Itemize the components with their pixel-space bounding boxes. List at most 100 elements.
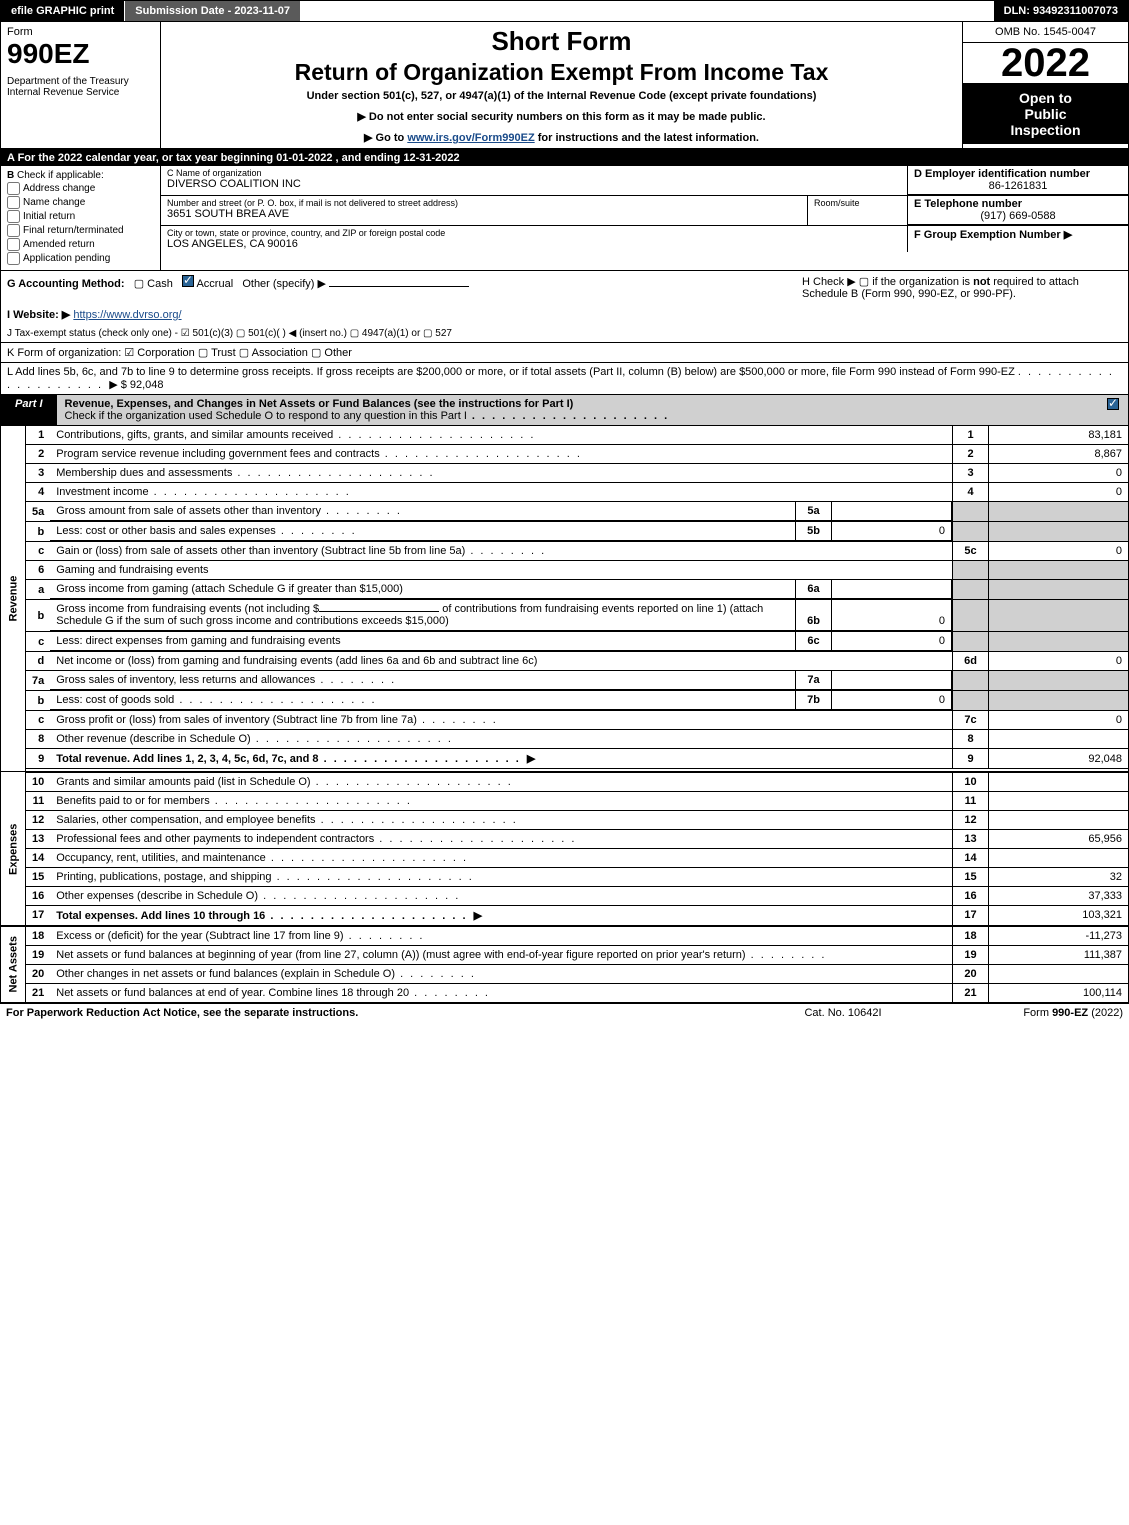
efile-print-button[interactable]: efile GRAPHIC print xyxy=(1,1,125,21)
line-6c: c Less: direct expenses from gaming and … xyxy=(1,632,1129,652)
line-18: Net Assets 18 Excess or (deficit) for th… xyxy=(1,926,1129,946)
section-a-row: A For the 2022 calendar year, or tax yea… xyxy=(0,150,1129,166)
l6d-v: 0 xyxy=(989,652,1129,671)
part-1-dots xyxy=(467,410,669,422)
line-17: 17 Total expenses. Add lines 10 through … xyxy=(1,905,1129,926)
l11-t: Benefits paid to or for members xyxy=(50,791,952,810)
city-value: LOS ANGELES, CA 90016 xyxy=(167,238,901,250)
l7b-shade xyxy=(953,691,989,711)
l5b-n: b xyxy=(26,522,51,542)
line-9: 9 Total revenue. Add lines 1, 2, 3, 4, 5… xyxy=(1,749,1129,769)
l7a-sv xyxy=(832,671,952,690)
do-not-enter-ssn: ▶ Do not enter social security numbers o… xyxy=(167,110,956,123)
section-cde: C Name of organization DIVERSO COALITION… xyxy=(161,166,1128,270)
l5c-rn: 5c xyxy=(953,542,989,561)
irs-link[interactable]: www.irs.gov/Form990EZ xyxy=(407,132,534,144)
l2-v: 8,867 xyxy=(989,445,1129,464)
l4-n: 4 xyxy=(26,483,51,502)
submission-date-label: Submission Date - 2023-11-07 xyxy=(125,1,300,21)
b-label: B xyxy=(7,170,14,181)
l8-rn: 8 xyxy=(953,730,989,749)
l4-rn: 4 xyxy=(953,483,989,502)
l10-t: Grants and similar amounts paid (list in… xyxy=(50,772,952,792)
l5a-sv xyxy=(832,502,952,521)
l16-n: 16 xyxy=(26,886,51,905)
section-j: J Tax-exempt status (check only one) - ☑… xyxy=(0,325,1129,343)
l6b-sub: 6b xyxy=(796,600,832,631)
l6b-n: b xyxy=(26,600,51,632)
l11-n: 11 xyxy=(26,791,51,810)
l6d-t: Net income or (loss) from gaming and fun… xyxy=(50,652,952,671)
l20-n: 20 xyxy=(26,964,51,983)
l5a-n: 5a xyxy=(26,502,51,522)
f-label: F Group Exemption Number ▶ xyxy=(914,229,1072,241)
goto-pre: ▶ Go to xyxy=(364,132,407,144)
l7a-n: 7a xyxy=(26,671,51,691)
l14-rn: 14 xyxy=(953,848,989,867)
l6a-sv xyxy=(832,580,952,599)
l5b-sv: 0 xyxy=(832,522,952,541)
topbar-spacer xyxy=(300,1,994,21)
l5b-wrap: Less: cost or other basis and sales expe… xyxy=(50,522,952,542)
check-final-return[interactable]: Final return/terminated xyxy=(7,224,154,237)
l15-rn: 15 xyxy=(953,867,989,886)
l7a-shade-v xyxy=(989,671,1129,691)
city-cell: City or town, state or province, country… xyxy=(161,226,908,252)
l16-v: 37,333 xyxy=(989,886,1129,905)
l8-t: Other revenue (describe in Schedule O) xyxy=(50,730,952,749)
line-19: 19 Net assets or fund balances at beginn… xyxy=(1,945,1129,964)
l-text: L Add lines 5b, 6c, and 7b to line 9 to … xyxy=(7,366,1015,378)
open-line2: Public xyxy=(967,106,1124,122)
l6c-sv: 0 xyxy=(832,632,952,651)
check-address-change[interactable]: Address change xyxy=(7,182,154,195)
header-right: OMB No. 1545-0047 2022 Open to Public In… xyxy=(963,22,1128,148)
form-number: 990EZ xyxy=(7,38,154,70)
l6a-shade xyxy=(953,580,989,600)
line-14: 14 Occupancy, rent, utilities, and maint… xyxy=(1,848,1129,867)
l6a-t: Gross income from gaming (attach Schedul… xyxy=(50,580,795,599)
open-line3: Inspection xyxy=(967,122,1124,138)
header-left: Form 990EZ Department of the Treasury In… xyxy=(1,22,161,148)
g-accrual: Accrual xyxy=(196,278,233,290)
l2-rn: 2 xyxy=(953,445,989,464)
check-amended-return[interactable]: Amended return xyxy=(7,238,154,251)
l6-t: Gaming and fundraising events xyxy=(50,561,952,580)
l15-v: 32 xyxy=(989,867,1129,886)
dept-label: Department of the Treasury Internal Reve… xyxy=(7,76,154,98)
form-word: Form xyxy=(7,26,154,38)
l7b-sub: 7b xyxy=(796,691,832,710)
l7b-wrap: Less: cost of goods sold 7b 0 xyxy=(50,691,952,711)
c-name-cell: C Name of organization DIVERSO COALITION… xyxy=(161,166,908,195)
open-line1: Open to xyxy=(967,90,1124,106)
l18-n: 18 xyxy=(26,926,51,946)
line-5a: 5a Gross amount from sale of assets othe… xyxy=(1,502,1129,522)
line-7a: 7a Gross sales of inventory, less return… xyxy=(1,671,1129,691)
l6a-n: a xyxy=(26,580,51,600)
l17-t: Total expenses. Add lines 10 through 16 … xyxy=(50,905,952,926)
l7a-t: Gross sales of inventory, less returns a… xyxy=(50,671,795,690)
omb-number: OMB No. 1545-0047 xyxy=(963,22,1128,43)
check-name-change[interactable]: Name change xyxy=(7,196,154,209)
check-if-label: Check if applicable: xyxy=(17,170,104,181)
section-g-h: G Accounting Method: ▢ Cash Accrual Othe… xyxy=(0,271,1129,304)
l16-rn: 16 xyxy=(953,886,989,905)
website-link[interactable]: https://www.dvrso.org/ xyxy=(73,309,181,321)
opt-initial-return: Initial return xyxy=(23,211,75,222)
l3-t: Membership dues and assessments xyxy=(50,464,952,483)
l5c-v: 0 xyxy=(989,542,1129,561)
schedule-o-checked-icon xyxy=(1107,398,1119,410)
l6c-n: c xyxy=(26,632,51,652)
l5a-t: Gross amount from sale of assets other t… xyxy=(50,502,795,521)
l14-t: Occupancy, rent, utilities, and maintena… xyxy=(50,848,952,867)
l7b-n: b xyxy=(26,691,51,711)
line-6d: d Net income or (loss) from gaming and f… xyxy=(1,652,1129,671)
check-initial-return[interactable]: Initial return xyxy=(7,210,154,223)
l5a-shade-v xyxy=(989,502,1129,522)
addr-label: Number and street (or P. O. box, if mail… xyxy=(167,198,801,208)
line-10: Expenses 10 Grants and similar amounts p… xyxy=(1,772,1129,792)
l14-n: 14 xyxy=(26,848,51,867)
under-section-text: Under section 501(c), 527, or 4947(a)(1)… xyxy=(167,90,956,102)
return-title: Return of Organization Exempt From Incom… xyxy=(167,59,956,86)
check-application-pending[interactable]: Application pending xyxy=(7,252,154,265)
l6-shade xyxy=(953,561,989,580)
